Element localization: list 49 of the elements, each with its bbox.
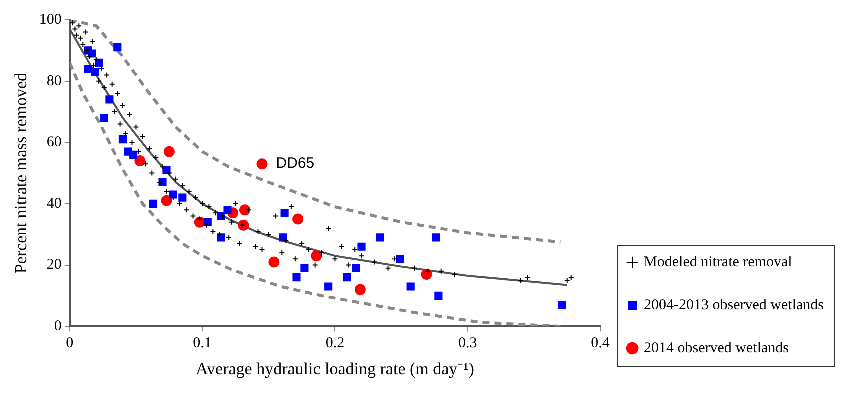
y-tick-label: 100 xyxy=(39,12,62,28)
point xyxy=(434,292,443,300)
point xyxy=(406,282,415,291)
legend-label: 2014 observed wetlands xyxy=(644,340,790,356)
y-axis-title: Percent nitrate mass removed xyxy=(12,72,31,274)
legend-label: 2004-2013 observed wetlands xyxy=(644,297,824,314)
x-tick-label: 0.3 xyxy=(458,336,478,352)
point xyxy=(292,214,304,225)
point xyxy=(396,255,404,264)
point xyxy=(256,158,268,170)
y-tick-label: 20 xyxy=(46,257,62,274)
x-tick-label: 0 xyxy=(66,336,74,352)
point xyxy=(558,301,566,310)
point xyxy=(300,264,309,272)
point xyxy=(268,256,280,268)
point xyxy=(292,274,301,282)
point xyxy=(134,156,146,167)
point xyxy=(114,44,122,52)
point xyxy=(311,250,322,262)
point xyxy=(343,274,352,282)
point xyxy=(100,114,108,122)
point xyxy=(91,68,100,76)
legend-label: Modeled nitrate removal xyxy=(644,254,792,270)
point xyxy=(164,146,175,158)
point xyxy=(432,234,440,242)
y-tick-label: 60 xyxy=(46,134,62,151)
y-tick-label: 80 xyxy=(46,73,62,90)
point xyxy=(376,234,384,242)
point xyxy=(358,242,366,251)
point xyxy=(178,194,187,202)
point xyxy=(324,282,333,291)
point xyxy=(279,234,288,242)
point xyxy=(118,136,127,144)
y-tick-label: 0 xyxy=(54,318,62,335)
point xyxy=(352,264,360,272)
point xyxy=(224,206,232,214)
point xyxy=(161,195,172,206)
x-tick-label: 0.2 xyxy=(326,336,345,352)
point xyxy=(130,150,138,159)
point xyxy=(149,200,158,208)
x-axis-title: Average hydraulic loading rate (m day⁻¹) xyxy=(196,359,474,378)
x-tick-label: 0.4 xyxy=(591,336,610,352)
line-series xyxy=(70,61,562,327)
point xyxy=(354,284,366,296)
point xyxy=(280,209,289,218)
point xyxy=(240,204,251,216)
y-tick-label: 40 xyxy=(46,196,62,212)
annotation: DD65 xyxy=(276,155,315,172)
x-tick-label: 0.1 xyxy=(193,336,212,352)
